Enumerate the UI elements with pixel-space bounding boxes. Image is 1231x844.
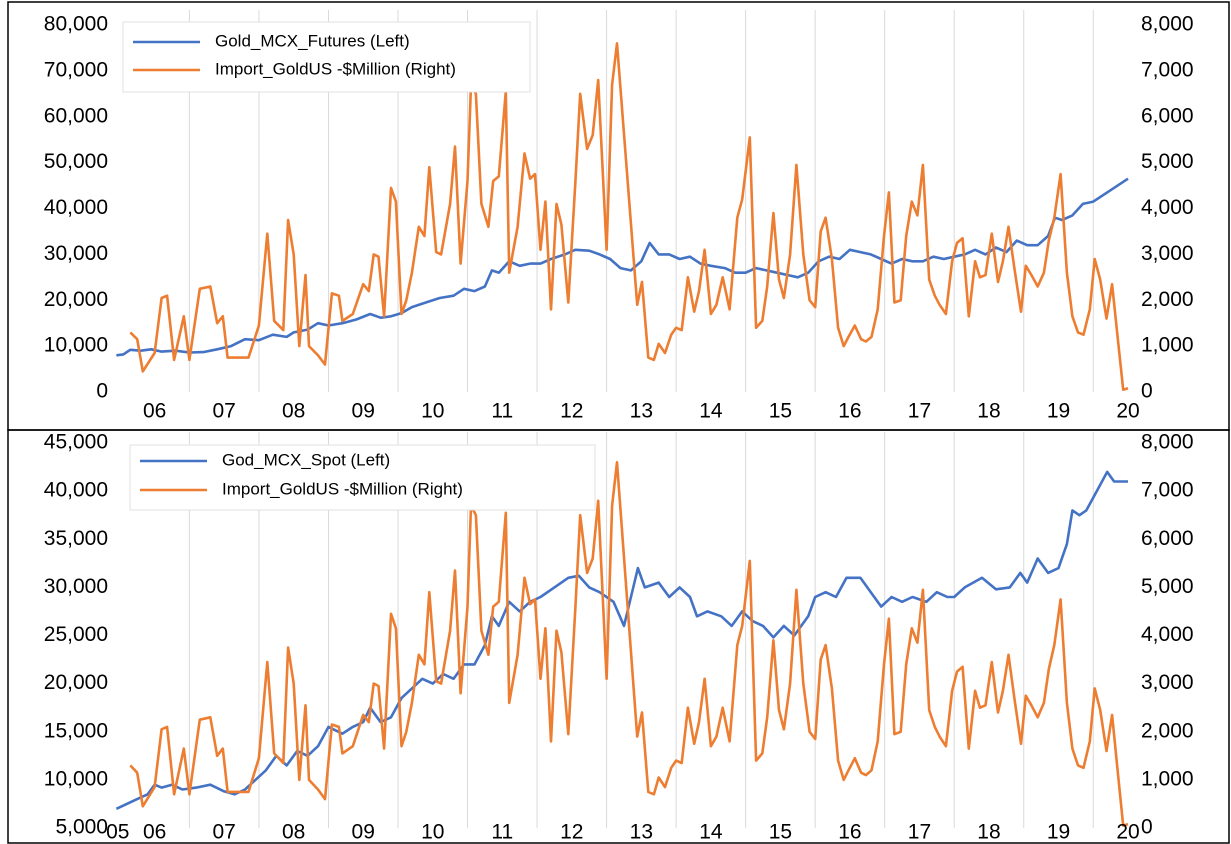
y2-tick-label: 7,000 [1141, 479, 1194, 502]
y2-tick-label: 7,000 [1141, 58, 1194, 81]
legend-label: God_MCX_Spot (Left) [222, 450, 390, 469]
x-tick-label: 15 [769, 821, 792, 844]
x-tick-label: 11 [491, 400, 513, 423]
x-tick-label: 10 [421, 400, 444, 423]
x-tick-label: 14 [699, 400, 723, 423]
y2-tick-label: 2,000 [1141, 288, 1194, 311]
x-tick-label: 13 [630, 821, 653, 844]
y2-tick-label: 1,000 [1141, 334, 1194, 357]
x-tick-label: 12 [560, 821, 583, 844]
x-tick-label: 14 [699, 821, 723, 844]
y-tick-label: 10,000 [44, 767, 108, 790]
y-tick-label: 30,000 [44, 575, 108, 598]
x-tick-label: 08 [282, 400, 305, 423]
x-tick-label: 16 [838, 400, 861, 423]
y-tick-label: 20,000 [44, 671, 108, 694]
x-tick-label: 13 [630, 400, 653, 423]
y-tick-label: 30,000 [44, 242, 108, 265]
y-tick-label: 70,000 [44, 58, 108, 81]
legend-label: Import_GoldUS -$Million (Right) [222, 479, 463, 498]
y2-tick-label: 5,000 [1141, 150, 1194, 173]
data-line [129, 461, 1129, 827]
x-tick-label: 11 [491, 821, 513, 844]
data-line [129, 42, 1129, 391]
y2-tick-label: 3,000 [1141, 242, 1194, 265]
y-tick-label: 80,000 [44, 13, 108, 36]
chart-frame [7, 429, 1230, 844]
y-tick-label: 5,000 [55, 816, 108, 839]
y-tick-label: 25,000 [44, 623, 108, 646]
legend-label: Import_GoldUS -$Million (Right) [215, 59, 456, 78]
y-tick-label: 45,000 [44, 431, 108, 454]
y-tick-label: 60,000 [44, 104, 108, 127]
y2-tick-label: 2,000 [1141, 719, 1194, 742]
y2-tick-label: 4,000 [1141, 623, 1194, 646]
data-line [115, 470, 1128, 810]
y2-tick-label: 0 [1141, 816, 1153, 839]
y2-tick-label: 6,000 [1141, 527, 1194, 550]
x-tick-label: 07 [212, 400, 235, 423]
plot-area [116, 10, 1129, 392]
x-tick-label: 06 [143, 400, 166, 423]
y2-tick-label: 3,000 [1141, 671, 1194, 694]
x-tick-label: 09 [352, 821, 375, 844]
y2-tick-label: 8,000 [1141, 431, 1194, 454]
y-tick-label: 20,000 [44, 288, 108, 311]
x-tick-label: 16 [838, 821, 861, 844]
y2-tick-label: 0 [1141, 380, 1153, 403]
x-tick-label: 17 [908, 400, 931, 423]
y-tick-label: 40,000 [44, 196, 108, 219]
x-tick-label: 10 [421, 821, 444, 844]
y-tick-label: 50,000 [44, 150, 108, 173]
x-tick-label: 06 [143, 821, 166, 844]
x-tick-label: 05 [106, 821, 129, 844]
x-tick-label: 07 [212, 821, 235, 844]
x-tick-label: 17 [908, 821, 931, 844]
x-tick-label: 15 [769, 400, 792, 423]
y2-tick-label: 1,000 [1141, 767, 1194, 790]
x-tick-label: 20 [1116, 821, 1139, 844]
legend-label: Gold_MCX_Futures (Left) [215, 31, 410, 50]
x-tick-label: 19 [1047, 400, 1070, 423]
y-tick-label: 35,000 [44, 527, 108, 550]
y2-tick-label: 8,000 [1141, 13, 1194, 36]
x-tick-label: 18 [977, 821, 1000, 844]
y-tick-label: 10,000 [44, 334, 108, 357]
y-tick-label: 40,000 [44, 479, 108, 502]
x-tick-label: 09 [352, 400, 375, 423]
y-tick-label: 15,000 [44, 719, 108, 742]
y2-tick-label: 6,000 [1141, 104, 1194, 127]
y-tick-label: 0 [96, 380, 108, 403]
y2-tick-label: 4,000 [1141, 196, 1194, 219]
x-tick-label: 18 [977, 400, 1000, 423]
x-tick-label: 20 [1116, 400, 1139, 423]
y2-tick-label: 5,000 [1141, 575, 1194, 598]
legend-box [122, 21, 531, 93]
x-tick-label: 12 [560, 400, 583, 423]
x-tick-label: 19 [1047, 821, 1070, 844]
x-tick-label: 08 [282, 821, 305, 844]
legend-box [129, 444, 596, 511]
